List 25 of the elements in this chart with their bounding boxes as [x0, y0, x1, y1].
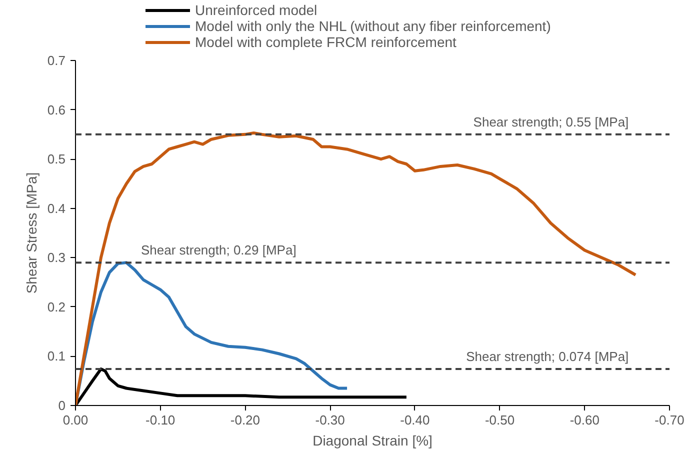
y-axis-title: Shear Stress [MPa] [23, 172, 40, 294]
x-tick-label: -0.20 [230, 412, 260, 428]
y-tick-label: 0.4 [47, 200, 66, 216]
y-tick-label: 0.5 [47, 152, 66, 167]
x-tick-label: -0.40 [400, 412, 430, 428]
ref-line-label: Shear strength; 0.29 [MPa] [140, 242, 296, 258]
ref-line-label: Shear strength; 0.55 [MPa] [473, 114, 629, 130]
y-tick-label: 0.3 [47, 250, 66, 266]
x-tick-label: -0.60 [570, 412, 600, 428]
y-tick-label: 0.1 [47, 348, 66, 364]
legend-label: Model with complete FRCM reinforcement [195, 34, 456, 50]
y-tick-label: 0 [58, 398, 66, 413]
legend-label: Unreinforced model [195, 2, 318, 18]
y-tick-label: 0.6 [47, 102, 66, 118]
line-series [76, 131, 638, 406]
ref-line-label: Shear strength; 0.074 [MPa] [466, 349, 629, 364]
y-tick-label: 0.2 [47, 299, 66, 314]
y-tick-label: 0.7 [47, 53, 66, 68]
x-tick-label: -0.10 [146, 412, 176, 428]
x-tick-label: -0.70 [654, 412, 684, 428]
legend-label: Model with only the NHL (without any fiber reinforcement) [195, 18, 551, 34]
x-tick-label: -0.50 [484, 412, 515, 428]
x-tick-label: -0.30 [315, 412, 345, 428]
x-axis-title: Diagonal Strain [%] [312, 432, 432, 448]
x-tick-label: 0.00 [62, 412, 88, 428]
